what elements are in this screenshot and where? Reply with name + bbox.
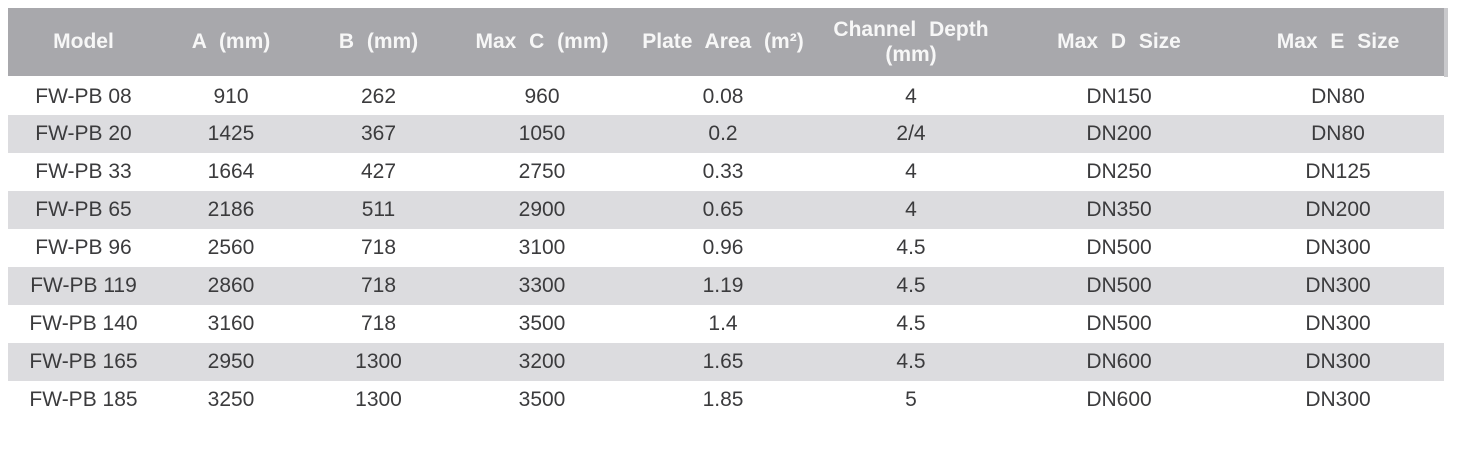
- table-row: FW-PB 165 2950 1300 3200 1.65 4.5 DN600 DN300: [8, 343, 1444, 381]
- cell: 4.5: [816, 343, 1006, 381]
- table-row: FW-PB 96 2560 718 3100 0.96 4.5 DN500 DN300: [8, 229, 1444, 267]
- cell: 1425: [159, 115, 303, 153]
- cell: 0.2: [630, 115, 816, 153]
- table-row: FW-PB 185 3250 1300 3500 1.85 5 DN600 DN300: [8, 381, 1444, 419]
- column-header: B (mm): [303, 8, 454, 79]
- column-header: Max C (mm): [454, 8, 630, 79]
- cell: 1300: [303, 381, 454, 419]
- cell: 4: [816, 191, 1006, 229]
- table-row: FW-PB 33 1664 427 2750 0.33 4 DN250 DN125: [8, 153, 1444, 191]
- table-body: FW-PB 08 910 262 960 0.08 4 DN150 DN80 FW-PB 20 1…: [8, 77, 1444, 419]
- cell: 2860: [159, 267, 303, 305]
- spec-table-container: Model A (mm) B (mm) Max C (mm) Plate Area (m…: [8, 8, 1444, 419]
- cell: 910: [159, 77, 303, 115]
- table-header: Model A (mm) B (mm) Max C (mm) Plate Area (m…: [8, 8, 1444, 79]
- model-cell: FW-PB 33: [8, 153, 159, 191]
- cell: DN350: [1006, 191, 1232, 229]
- cell: DN300: [1232, 305, 1444, 343]
- table-row: FW-PB 20 1425 367 1050 0.2 2/4 DN200 DN80: [8, 115, 1444, 153]
- header-row: Model A (mm) B (mm) Max C (mm) Plate Area (m…: [8, 8, 1444, 79]
- cell: 2/4: [816, 115, 1006, 153]
- model-cell: FW-PB 08: [8, 77, 159, 115]
- cell: DN250: [1006, 153, 1232, 191]
- cell: 0.33: [630, 153, 816, 191]
- cell: 1.65: [630, 343, 816, 381]
- cell: 718: [303, 267, 454, 305]
- cell: DN600: [1006, 343, 1232, 381]
- cell: 2560: [159, 229, 303, 267]
- cell: DN300: [1232, 381, 1444, 419]
- cell: 3300: [454, 267, 630, 305]
- column-header: Model: [8, 8, 159, 79]
- cell: 1.85: [630, 381, 816, 419]
- cell: DN80: [1232, 115, 1444, 153]
- cell: 367: [303, 115, 454, 153]
- column-header: Max E Size: [1232, 8, 1444, 79]
- cell: 511: [303, 191, 454, 229]
- cell: 3100: [454, 229, 630, 267]
- model-cell: FW-PB 65: [8, 191, 159, 229]
- cell: 4.5: [816, 305, 1006, 343]
- cell: 427: [303, 153, 454, 191]
- cell: DN300: [1232, 267, 1444, 305]
- cell: 1664: [159, 153, 303, 191]
- cell: 4: [816, 77, 1006, 115]
- cell: DN200: [1006, 115, 1232, 153]
- cell: 1.19: [630, 267, 816, 305]
- cell: 4: [816, 153, 1006, 191]
- table-row: FW-PB 65 2186 511 2900 0.65 4 DN350 DN200: [8, 191, 1444, 229]
- cell: 2950: [159, 343, 303, 381]
- cell: 3500: [454, 305, 630, 343]
- cell: DN500: [1006, 267, 1232, 305]
- cell: DN500: [1006, 305, 1232, 343]
- cell: 1.4: [630, 305, 816, 343]
- cell: 262: [303, 77, 454, 115]
- cell: 2900: [454, 191, 630, 229]
- model-cell: FW-PB 96: [8, 229, 159, 267]
- cell: 2750: [454, 153, 630, 191]
- model-cell: FW-PB 119: [8, 267, 159, 305]
- cell: 5: [816, 381, 1006, 419]
- cell: 3250: [159, 381, 303, 419]
- spec-table: Model A (mm) B (mm) Max C (mm) Plate Area (m…: [8, 8, 1444, 419]
- cell: 4.5: [816, 229, 1006, 267]
- cell: 0.08: [630, 77, 816, 115]
- cell: DN150: [1006, 77, 1232, 115]
- table-row: FW-PB 08 910 262 960 0.08 4 DN150 DN80: [8, 77, 1444, 115]
- cell: 718: [303, 229, 454, 267]
- cell: DN125: [1232, 153, 1444, 191]
- cell: DN600: [1006, 381, 1232, 419]
- cell: 0.96: [630, 229, 816, 267]
- column-header: Channel Depth (mm): [816, 8, 1006, 79]
- model-cell: FW-PB 20: [8, 115, 159, 153]
- cell: 960: [454, 77, 630, 115]
- cell: 718: [303, 305, 454, 343]
- cell: 1050: [454, 115, 630, 153]
- cell: DN300: [1232, 343, 1444, 381]
- model-cell: FW-PB 140: [8, 305, 159, 343]
- cell: DN200: [1232, 191, 1444, 229]
- model-cell: FW-PB 185: [8, 381, 159, 419]
- cell: DN500: [1006, 229, 1232, 267]
- column-header: A (mm): [159, 8, 303, 79]
- model-cell: FW-PB 165: [8, 343, 159, 381]
- cell: 4.5: [816, 267, 1006, 305]
- cell: DN300: [1232, 229, 1444, 267]
- column-header: Plate Area (m²): [630, 8, 816, 79]
- table-row: FW-PB 140 3160 718 3500 1.4 4.5 DN500 DN300: [8, 305, 1444, 343]
- table-row: FW-PB 119 2860 718 3300 1.19 4.5 DN500 DN300: [8, 267, 1444, 305]
- cell: DN80: [1232, 77, 1444, 115]
- cell: 3160: [159, 305, 303, 343]
- cell: 3200: [454, 343, 630, 381]
- cell: 0.65: [630, 191, 816, 229]
- cell: 1300: [303, 343, 454, 381]
- cell: 3500: [454, 381, 630, 419]
- cell: 2186: [159, 191, 303, 229]
- column-header: Max D Size: [1006, 8, 1232, 79]
